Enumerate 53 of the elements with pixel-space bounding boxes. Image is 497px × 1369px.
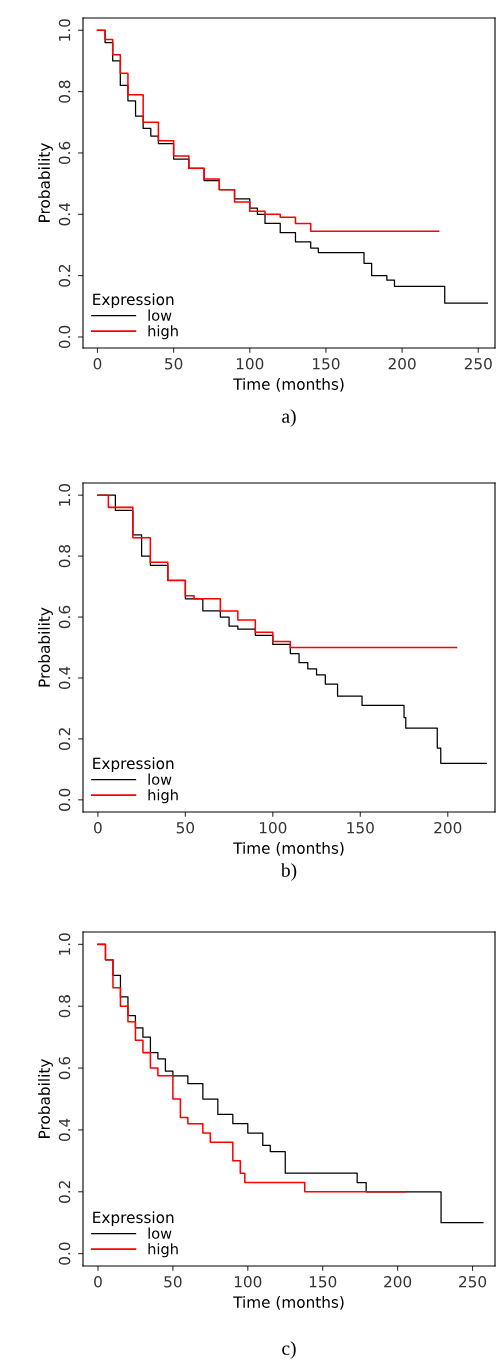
x-tick-label: 100 (236, 357, 264, 370)
x-tick-label: 100 (234, 1275, 262, 1288)
y-tick-label: 0.4 (58, 202, 71, 226)
y-tick-label: 0.2 (58, 1181, 71, 1203)
legend-label: high (148, 1243, 178, 1258)
x-axis-title: Time (months) (233, 378, 344, 392)
y-tick-label: 0.0 (58, 788, 71, 811)
y-tick-label: 0.4 (58, 666, 71, 690)
text: b) (280, 863, 297, 881)
text: a) (282, 409, 296, 427)
legend-label: low (148, 309, 172, 321)
y-tick-label: 0.2 (58, 265, 71, 287)
legend-title: Expression (93, 1211, 174, 1227)
y-tick-label: 0.8 (58, 545, 71, 568)
x-tick-label: 150 (309, 1275, 337, 1288)
y-tick-label: 0.6 (58, 1056, 71, 1080)
y-axis-title: Probability (38, 143, 53, 222)
y-tick-label: 0.4 (58, 1118, 71, 1142)
x-tick-label: 100 (259, 821, 287, 834)
x-tick-label: 0 (94, 1275, 102, 1288)
legend-label: high (148, 789, 178, 804)
legend-label: high (148, 325, 178, 340)
y-tick-label: 0.2 (58, 728, 71, 751)
x-tick-label: 50 (176, 821, 195, 834)
x-axis-title: Time (months) (233, 842, 344, 856)
x-tick-label: 200 (388, 357, 416, 370)
x-tick-label: 50 (165, 357, 183, 370)
x-tick-label: 150 (313, 357, 340, 370)
x-tick-label: 250 (459, 1275, 487, 1288)
y-axis-title: Probability (38, 1059, 53, 1138)
legend-title: Expression (93, 757, 174, 773)
x-tick-label: 200 (434, 821, 462, 834)
x-tick-label: 0 (93, 357, 102, 370)
text: c) (282, 1341, 296, 1359)
legend-label: low (148, 773, 172, 785)
y-tick-label: 0.6 (58, 605, 71, 629)
y-tick-label: 1.0 (58, 933, 71, 955)
x-axis-title: Time (months) (233, 1296, 344, 1310)
y-tick-label: 0.6 (58, 141, 71, 165)
y-tick-label: 1.0 (58, 484, 71, 506)
x-tick-label: 250 (464, 357, 492, 370)
y-tick-label: 0.8 (58, 995, 71, 1018)
legend-title: Expression (93, 293, 174, 309)
y-tick-label: 0.0 (58, 1242, 71, 1265)
legend-label: low (148, 1227, 172, 1239)
y-tick-label: 1.0 (58, 19, 71, 41)
x-tick-label: 150 (347, 821, 374, 834)
x-tick-label: 50 (164, 1275, 182, 1288)
x-tick-label: 0 (94, 821, 102, 834)
y-tick-label: 0.8 (58, 80, 71, 103)
y-tick-label: 0.0 (58, 325, 71, 349)
y-axis-title: Probability (38, 607, 53, 687)
x-tick-label: 200 (384, 1275, 412, 1288)
